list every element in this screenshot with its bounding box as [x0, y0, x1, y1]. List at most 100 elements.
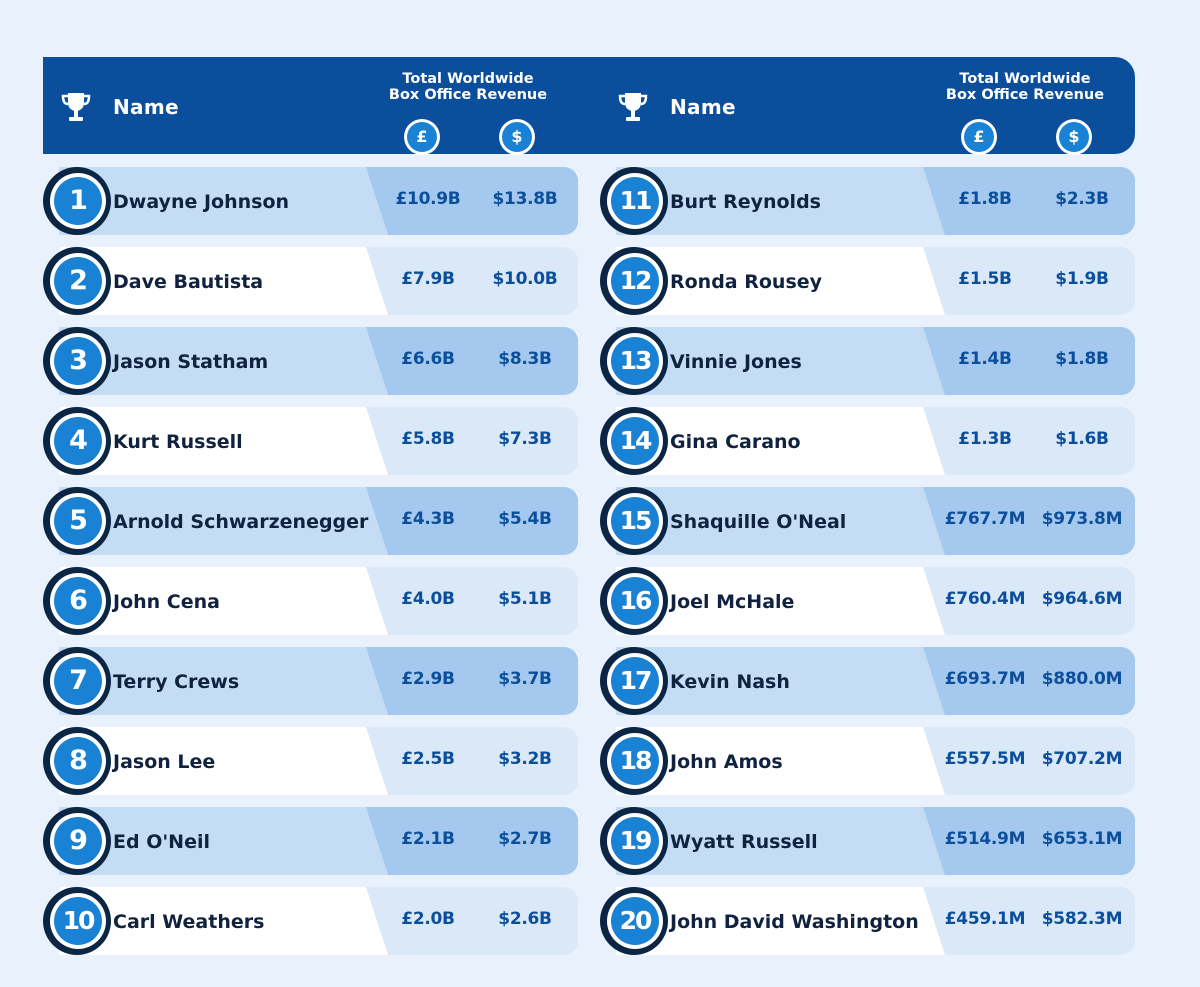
- row-band: [616, 247, 1135, 315]
- usd-revenue: $1.9B: [1055, 269, 1109, 289]
- rank-number: 20: [611, 897, 659, 945]
- rank-number: 2: [54, 257, 102, 305]
- rank-number: 19: [611, 817, 659, 865]
- row-band: [616, 647, 1135, 715]
- revenue-cell-bg: [923, 887, 1135, 955]
- usd-revenue: $707.2M: [1041, 749, 1123, 769]
- table-row: 20 John David Washington £459.1M $582.3M: [600, 887, 1135, 955]
- table-row: 5 Arnold Schwarzenegger £4.3B $5.4B: [43, 487, 578, 555]
- gbp-revenue: £2.0B: [401, 909, 455, 929]
- actor-name: John Amos: [670, 751, 783, 773]
- revenue-cell-bg: [923, 167, 1135, 235]
- actor-name: Ed O'Neil: [113, 831, 210, 853]
- rank-badge: 7: [43, 647, 111, 715]
- row-band: [616, 807, 1135, 875]
- table-row: 8 Jason Lee £2.5B $3.2B: [43, 727, 578, 795]
- revenue-cell-bg: [366, 567, 578, 635]
- usd-revenue: $582.3M: [1041, 909, 1123, 929]
- row-band: [59, 167, 578, 235]
- rank-badge: 2: [43, 247, 111, 315]
- revenue-column-label: Total Worldwide Box Office Revenue: [377, 71, 559, 103]
- row-band: [59, 647, 578, 715]
- actor-name: Kevin Nash: [670, 671, 790, 693]
- row-band: [616, 567, 1135, 635]
- table-row: 19 Wyatt Russell £514.9M $653.1M: [600, 807, 1135, 875]
- rank-number: 5: [54, 497, 102, 545]
- gbp-revenue: £4.0B: [401, 589, 455, 609]
- gbp-revenue: £1.5B: [958, 269, 1012, 289]
- rank-number: 4: [54, 417, 102, 465]
- pound-icon: £: [404, 119, 440, 155]
- rank-badge: 17: [600, 647, 668, 715]
- row-band: [616, 727, 1135, 795]
- usd-revenue: $5.1B: [498, 589, 552, 609]
- row-band: [59, 727, 578, 795]
- table-row: 17 Kevin Nash £693.7M $880.0M: [600, 647, 1135, 715]
- revenue-cell-bg: [366, 247, 578, 315]
- rank-number: 13: [611, 337, 659, 385]
- gbp-revenue: £760.4M: [944, 589, 1026, 609]
- actor-name: Ronda Rousey: [670, 271, 823, 293]
- actor-name: Dave Bautista: [113, 271, 264, 293]
- gbp-revenue: £2.5B: [401, 749, 455, 769]
- row-band: [59, 487, 578, 555]
- revenue-cell-bg: [366, 727, 578, 795]
- gbp-revenue: £1.3B: [958, 429, 1012, 449]
- usd-revenue: $2.6B: [498, 909, 552, 929]
- table-row: 14 Gina Carano £1.3B $1.6B: [600, 407, 1135, 475]
- rank-number: 6: [54, 577, 102, 625]
- rank-badge: 20: [600, 887, 668, 955]
- revenue-cell-bg: [923, 487, 1135, 555]
- revenue-cell-bg: [923, 327, 1135, 395]
- actor-name: John David Washington: [670, 911, 919, 933]
- rank-badge: 13: [600, 327, 668, 395]
- rank-badge: 12: [600, 247, 668, 315]
- rank-badge: 8: [43, 727, 111, 795]
- usd-revenue: $5.4B: [498, 509, 552, 529]
- table-row: 18 John Amos £557.5M $707.2M: [600, 727, 1135, 795]
- rank-number: 8: [54, 737, 102, 785]
- row-band: [616, 327, 1135, 395]
- pound-symbol: £: [964, 122, 994, 152]
- table-row: 12 Ronda Rousey £1.5B $1.9B: [600, 247, 1135, 315]
- gbp-revenue: £767.7M: [944, 509, 1026, 529]
- actor-name: Carl Weathers: [113, 911, 265, 933]
- usd-revenue: $3.7B: [498, 669, 552, 689]
- rank-badge: 6: [43, 567, 111, 635]
- revenue-label-line1: Total Worldwide: [959, 71, 1091, 87]
- row-band: [59, 247, 578, 315]
- usd-revenue: $10.0B: [492, 269, 558, 289]
- actor-name: Burt Reynolds: [670, 191, 821, 213]
- rank-number: 16: [611, 577, 659, 625]
- table-row: 2 Dave Bautista £7.9B $10.0B: [43, 247, 578, 315]
- actor-name: Kurt Russell: [113, 431, 243, 453]
- rank-badge: 10: [43, 887, 111, 955]
- rank-badge: 16: [600, 567, 668, 635]
- row-band: [59, 407, 578, 475]
- pound-icon: £: [961, 119, 997, 155]
- gbp-revenue: £514.9M: [944, 829, 1026, 849]
- rank-number: 11: [611, 177, 659, 225]
- actor-name: Vinnie Jones: [670, 351, 802, 373]
- row-band: [616, 167, 1135, 235]
- gbp-revenue: £1.4B: [958, 349, 1012, 369]
- gbp-revenue: £4.3B: [401, 509, 455, 529]
- rank-badge: 9: [43, 807, 111, 875]
- usd-revenue: $880.0M: [1041, 669, 1123, 689]
- gbp-revenue: £7.9B: [401, 269, 455, 289]
- table-row: 15 Shaquille O'Neal £767.7M $973.8M: [600, 487, 1135, 555]
- actor-name: Terry Crews: [113, 671, 240, 693]
- usd-revenue: $973.8M: [1041, 509, 1123, 529]
- gbp-revenue: £459.1M: [944, 909, 1026, 929]
- table-row: 13 Vinnie Jones £1.4B $1.8B: [600, 327, 1135, 395]
- trophy-icon: [61, 93, 91, 121]
- gbp-revenue: £2.1B: [401, 829, 455, 849]
- revenue-cell-bg: [923, 407, 1135, 475]
- revenue-cell-bg: [366, 407, 578, 475]
- actor-name: Jason Lee: [113, 751, 216, 773]
- dollar-symbol: $: [502, 122, 532, 152]
- usd-revenue: $653.1M: [1041, 829, 1123, 849]
- rank-badge: 1: [43, 167, 111, 235]
- rank-badge: 14: [600, 407, 668, 475]
